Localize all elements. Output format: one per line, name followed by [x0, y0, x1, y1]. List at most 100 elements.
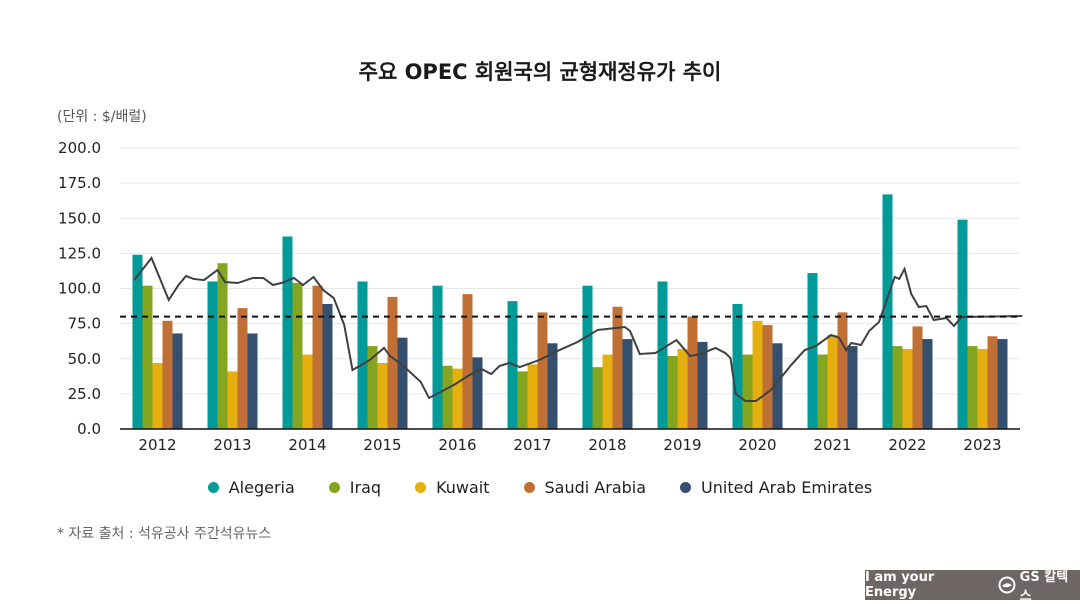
y-tick-label: 125.0 — [58, 244, 101, 262]
bar-united-arab-emirates-2018 — [622, 339, 633, 429]
bar-iraq-2012 — [142, 285, 153, 429]
x-tick-label: 2019 — [663, 436, 701, 454]
bar-saudi-arabia-2020 — [762, 325, 773, 429]
banner-slogan: I am your Energy — [865, 570, 935, 600]
y-tick-label: 200.0 — [58, 139, 101, 157]
bar-iraq-2019 — [667, 355, 678, 429]
bar-alegeria-2023 — [957, 219, 968, 429]
x-tick-label: 2015 — [363, 436, 401, 454]
bar-iraq-2013 — [217, 263, 228, 429]
legend-marker — [328, 482, 340, 493]
chart-area: 0.0 25.0 50.0 75.0 100.0 125.0 150.0 175.0 200.0… — [58, 139, 1023, 454]
x-tick-label: 2016 — [438, 436, 476, 454]
gs-logo-icon — [998, 576, 1016, 594]
bar-kuwait-2022 — [902, 348, 913, 429]
bar-alegeria-2018 — [582, 285, 593, 429]
bar-iraq-2015 — [367, 346, 378, 429]
bar-saudi-arabia-2016 — [462, 294, 473, 429]
bar-iraq-2020 — [742, 354, 753, 429]
bar-united-arab-emirates-2016 — [472, 357, 483, 429]
bar-united-arab-emirates-2013 — [247, 333, 258, 429]
bar-united-arab-emirates-2019 — [697, 341, 708, 429]
bar-kuwait-2012 — [152, 362, 163, 429]
bar-kuwait-2015 — [377, 362, 388, 429]
bar-saudi-arabia-2021 — [837, 312, 848, 429]
bar-alegeria-2015 — [357, 281, 368, 429]
legend-item: Alegeria — [207, 478, 295, 497]
bar-iraq-2021 — [817, 354, 828, 429]
legend-item: Iraq — [328, 478, 382, 497]
bar-saudi-arabia-2023 — [987, 336, 998, 429]
legend-marker — [415, 482, 427, 493]
bar-alegeria-2021 — [807, 273, 818, 429]
x-tick-label: 2017 — [513, 436, 551, 454]
bar-alegeria-2012 — [132, 254, 143, 429]
legend-item: United Arab Emirates — [680, 478, 872, 497]
chart-title: 주요 OPEC 회원국의 균형재정유가 추이 — [358, 60, 722, 84]
bar-kuwait-2021 — [827, 334, 838, 429]
bar-saudi-arabia-2014 — [312, 285, 323, 429]
bar-united-arab-emirates-2014 — [322, 303, 333, 429]
x-tick-label: 2023 — [963, 436, 1001, 454]
bar-iraq-2022 — [892, 346, 903, 429]
bar-saudi-arabia-2017 — [537, 312, 548, 429]
gs-logo: GS 칼텍스 — [998, 566, 1080, 604]
legend-label: Kuwait — [436, 478, 490, 497]
bar-alegeria-2019 — [657, 281, 668, 429]
legend-label: Iraq — [349, 478, 382, 497]
bar-kuwait-2020 — [752, 320, 763, 429]
x-tick-label: 2014 — [288, 436, 326, 454]
bar-alegeria-2022 — [882, 194, 893, 429]
y-tick-label: 50.0 — [68, 350, 101, 368]
bar-kuwait-2014 — [302, 354, 313, 429]
bar-united-arab-emirates-2012 — [172, 333, 183, 429]
bar-united-arab-emirates-2015 — [397, 337, 408, 429]
bar-united-arab-emirates-2020 — [772, 343, 783, 429]
bar-iraq-2023 — [967, 346, 978, 429]
bar-saudi-arabia-2022 — [912, 326, 923, 429]
oil-price-line — [133, 256, 1023, 403]
x-tick-label: 2018 — [588, 436, 626, 454]
y-tick-label: 150.0 — [58, 209, 101, 227]
legend-label: Saudi Arabia — [544, 478, 647, 497]
x-tick-label: 2020 — [738, 436, 776, 454]
bar-kuwait-2013 — [227, 371, 238, 429]
legend-marker — [207, 482, 219, 493]
bar-united-arab-emirates-2021 — [847, 346, 858, 429]
x-tick-label: 2013 — [213, 436, 251, 454]
y-tick-label: 25.0 — [68, 385, 101, 403]
x-tick-label: 2022 — [888, 436, 926, 454]
bar-kuwait-2019 — [677, 348, 688, 429]
bar-kuwait-2017 — [527, 364, 538, 429]
source-footnote: * 자료 출처 : 석유공사 주간석유뉴스 — [57, 526, 272, 542]
bar-kuwait-2016 — [452, 368, 463, 429]
bar-united-arab-emirates-2023 — [997, 339, 1008, 429]
bar-kuwait-2023 — [977, 348, 988, 429]
legend-marker — [523, 482, 535, 493]
bar-alegeria-2014 — [282, 236, 293, 429]
unit-label: (단위 : $/배럴) — [57, 109, 147, 125]
legend-label: United Arab Emirates — [701, 478, 873, 497]
bar-saudi-arabia-2019 — [687, 316, 698, 429]
y-tick-label: 175.0 — [58, 174, 101, 192]
banner-brand: GS 칼텍스 — [1019, 570, 1069, 604]
y-tick-label: 75.0 — [68, 315, 101, 333]
bar-saudi-arabia-2018 — [612, 306, 623, 429]
x-tick-label: 2021 — [813, 436, 851, 454]
legend-item: Saudi Arabia — [523, 478, 647, 497]
x-tick-label: 2012 — [138, 436, 176, 454]
bar-united-arab-emirates-2017 — [547, 343, 558, 429]
legend-label: Alegeria — [228, 478, 295, 497]
bar-kuwait-2018 — [602, 354, 613, 429]
bar-alegeria-2013 — [207, 281, 218, 429]
bar-alegeria-2016 — [432, 285, 443, 429]
legend-item: Kuwait — [415, 478, 490, 497]
brand-banner: I am your Energy GS 칼텍스 — [865, 570, 1080, 604]
y-tick-label: 100.0 — [58, 280, 101, 298]
bar-united-arab-emirates-2022 — [922, 339, 933, 429]
bar-alegeria-2020 — [732, 303, 743, 429]
bar-saudi-arabia-2012 — [162, 320, 173, 429]
legend-marker — [680, 482, 692, 493]
y-tick-label: 0.0 — [77, 420, 101, 438]
bar-iraq-2017 — [517, 371, 528, 429]
